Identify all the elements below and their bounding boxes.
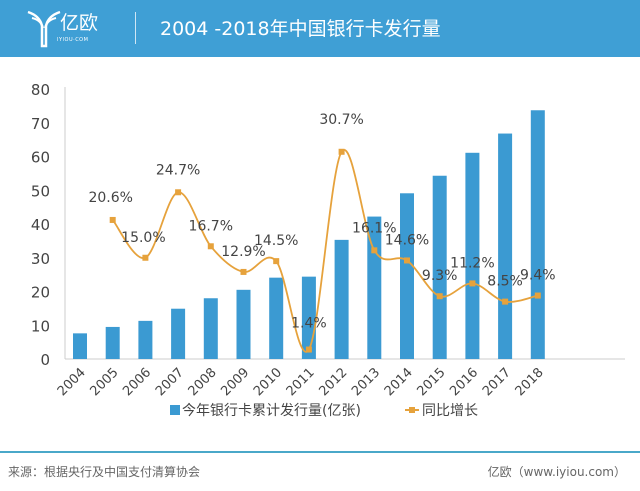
data-label: 9.3%: [422, 268, 458, 284]
legend-line-label: 同比增长: [422, 403, 478, 419]
bar: [138, 320, 153, 359]
x-tick-label: 2004: [55, 365, 89, 399]
y-tick-label: 70: [31, 115, 50, 133]
growth-marker: [142, 254, 149, 261]
x-tick-label: 2009: [218, 365, 252, 399]
bar: [432, 175, 447, 359]
legend-bar-swatch: [170, 405, 180, 415]
source-note: 来源：根据央行及中国支付清算协会: [8, 465, 201, 479]
bar: [105, 326, 120, 359]
data-label: 14.6%: [385, 232, 429, 248]
data-label: 8.5%: [487, 274, 523, 290]
data-label: 1.4%: [291, 316, 327, 332]
logo-text: 亿欧: [60, 12, 99, 34]
bar: [73, 333, 87, 359]
page-title: 2004 -2018年中国银行卡发行量: [160, 18, 441, 40]
growth-marker: [109, 216, 116, 223]
y-tick-label: 60: [31, 149, 50, 167]
y-tick-label: 0: [40, 351, 50, 369]
x-tick-label: 2012: [316, 365, 350, 399]
bar: [367, 216, 382, 359]
growth-marker: [240, 268, 247, 275]
data-label: 30.7%: [319, 112, 363, 128]
growth-marker: [534, 292, 541, 299]
chart: 0 10 20 30 40 50 60 70 80 20042005200620072008200…: [31, 81, 625, 419]
footer-divider: [0, 451, 640, 453]
x-tick-label: 2006: [120, 365, 154, 399]
y-tick-label: 40: [31, 216, 50, 234]
legend-line-marker: [409, 407, 415, 413]
growth-marker: [175, 189, 182, 196]
bar: [236, 289, 251, 359]
bar: [498, 133, 513, 359]
growth-marker: [338, 148, 345, 155]
y-tick-label: 30: [31, 250, 50, 268]
iyiou-logo-icon: [27, 10, 61, 48]
x-tick-label: 2010: [251, 365, 285, 399]
growth-line: [111, 148, 539, 353]
bar: [465, 152, 480, 359]
data-label: 24.7%: [156, 162, 200, 178]
y-tick-label: 10: [31, 317, 50, 335]
x-tick-label: 2007: [153, 365, 187, 399]
growth-marker: [436, 293, 443, 300]
x-tick-label: 2015: [415, 365, 449, 399]
legend-bar-label: 今年银行卡累计发行量(亿张): [182, 403, 361, 419]
growth-marker: [207, 243, 214, 250]
x-tick-label: 2014: [382, 365, 416, 399]
x-tick-label: 2005: [88, 365, 122, 399]
header-banner: 亿欧 IYIOU·COM 2004 -2018年中国银行卡发行量: [0, 0, 640, 57]
growth-marker: [469, 280, 476, 287]
growth-marker: [371, 247, 378, 254]
bar: [400, 193, 414, 359]
growth-marker: [273, 258, 280, 265]
logo-subtext: IYIOU·COM: [57, 37, 89, 43]
bar: [269, 277, 284, 359]
header-divider: [135, 12, 136, 44]
x-tick-label: 2008: [186, 365, 220, 399]
data-label: 11.2%: [450, 255, 494, 271]
y-tick-label: 20: [31, 284, 50, 302]
brand-note: 亿欧（www.iyiou.com）: [487, 465, 626, 479]
data-label: 16.1%: [352, 220, 396, 236]
bar: [334, 239, 349, 359]
x-tick-label: 2013: [349, 365, 383, 399]
x-tick-label: 2018: [513, 365, 547, 399]
data-label: 12.9%: [221, 244, 265, 260]
bar: [171, 308, 186, 359]
growth-marker: [305, 346, 312, 353]
data-label: 14.5%: [254, 233, 298, 249]
y-tick-label: 80: [31, 81, 50, 99]
x-tick-label: 2011: [284, 365, 318, 399]
bar: [203, 298, 218, 359]
growth-marker: [502, 298, 509, 305]
bar: [530, 110, 545, 359]
data-label: 20.6%: [88, 190, 132, 206]
data-label: 9.4%: [520, 268, 556, 284]
y-tick-label: 50: [31, 182, 50, 200]
x-tick-label: 2016: [447, 365, 481, 399]
x-tick-label: 2017: [480, 365, 514, 399]
growth-marker: [404, 257, 410, 264]
data-label: 16.7%: [189, 218, 233, 234]
data-label: 15.0%: [121, 230, 165, 246]
